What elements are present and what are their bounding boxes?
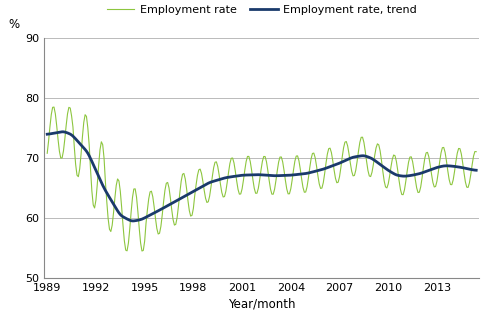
Employment rate bbox=[162, 188, 168, 192]
X-axis label: Year/month: Year/month bbox=[228, 297, 295, 310]
Employment rate, trend bbox=[362, 154, 368, 158]
Employment rate, trend bbox=[326, 165, 331, 169]
Legend: Employment rate, Employment rate, trend: Employment rate, Employment rate, trend bbox=[102, 1, 421, 20]
Line: Employment rate: Employment rate bbox=[47, 107, 476, 251]
Employment rate bbox=[338, 165, 344, 169]
Employment rate bbox=[44, 151, 50, 155]
Employment rate, trend bbox=[473, 168, 479, 172]
Line: Employment rate, trend: Employment rate, trend bbox=[47, 132, 476, 221]
Employment rate bbox=[80, 135, 85, 139]
Employment rate bbox=[473, 150, 479, 154]
Employment rate bbox=[362, 149, 368, 153]
Employment rate, trend bbox=[44, 132, 50, 136]
Employment rate, trend bbox=[80, 145, 85, 148]
Employment rate, trend bbox=[59, 130, 65, 134]
Employment rate, trend bbox=[258, 173, 264, 177]
Employment rate bbox=[326, 147, 331, 151]
Employment rate, trend bbox=[162, 205, 168, 209]
Employment rate bbox=[51, 105, 57, 109]
Employment rate, trend bbox=[129, 219, 135, 223]
Employment rate, trend bbox=[338, 161, 344, 164]
Employment rate bbox=[258, 168, 264, 172]
Employment rate bbox=[139, 249, 145, 253]
Y-axis label: %: % bbox=[8, 18, 20, 31]
